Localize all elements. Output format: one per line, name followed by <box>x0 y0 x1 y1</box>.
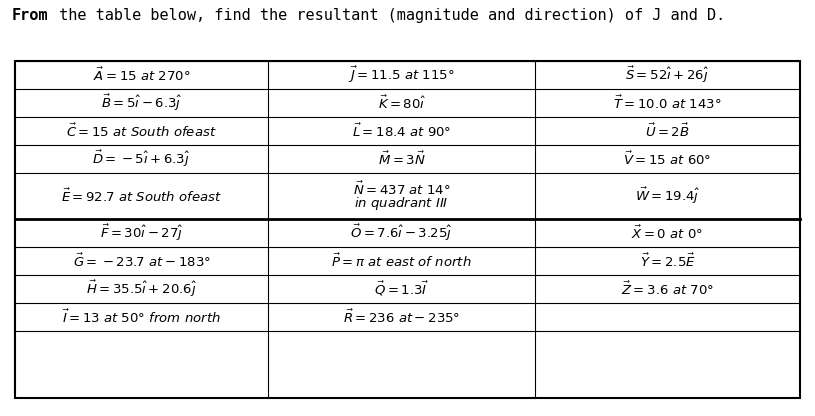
Text: $\vec{F} = 30\hat{\imath} - 27\hat{\jmath}$: $\vec{F} = 30\hat{\imath} - 27\hat{\jmat… <box>99 223 183 243</box>
Text: $\vec{E} = 92.7\ \mathit{at\ South\ of east}$: $\vec{E} = 92.7\ \mathit{at\ South\ of e… <box>61 187 222 205</box>
Text: $\vec{I} = 13\ \mathit{at}\ 50°\ \mathit{from\ north}$: $\vec{I} = 13\ \mathit{at}\ 50°\ \mathit… <box>62 308 221 326</box>
Text: $\mathit{in\ quadrant\ III}$: $\mathit{in\ quadrant\ III}$ <box>355 195 449 211</box>
Text: the table below, find the resultant (magnitude and direction) of J and D.: the table below, find the resultant (mag… <box>50 8 725 23</box>
Text: $\vec{Z} = 3.6\ \mathit{at}\ 70°$: $\vec{Z} = 3.6\ \mathit{at}\ 70°$ <box>621 280 714 298</box>
Text: $\vec{X} = 0\ \mathit{at}\ 0°$: $\vec{X} = 0\ \mathit{at}\ 0°$ <box>632 224 703 242</box>
Text: $\vec{Y} = 2.5\vec{E}$: $\vec{Y} = 2.5\vec{E}$ <box>640 253 695 270</box>
Text: $\vec{U} = 2\vec{B}$: $\vec{U} = 2\vec{B}$ <box>645 122 689 140</box>
Bar <box>15 61 800 398</box>
Text: $\vec{G} = -23.7\ \mathit{at} - 183°$: $\vec{G} = -23.7\ \mathit{at} - 183°$ <box>73 253 210 270</box>
Text: $\vec{L} = 18.4\ \mathit{at}\ 90°$: $\vec{L} = 18.4\ \mathit{at}\ 90°$ <box>352 122 452 140</box>
Text: $\vec{T} = 10.0\ \mathit{at}\ 143°$: $\vec{T} = 10.0\ \mathit{at}\ 143°$ <box>613 94 722 111</box>
Text: From: From <box>12 8 49 23</box>
Text: $\vec{B} = 5\hat{\imath} - 6.3\hat{\jmath}$: $\vec{B} = 5\hat{\imath} - 6.3\hat{\jmat… <box>101 93 182 113</box>
Text: $\vec{D} = -5\hat{\imath} + 6.3\hat{\jmath}$: $\vec{D} = -5\hat{\imath} + 6.3\hat{\jma… <box>92 149 191 169</box>
Text: $\vec{R} = 236\ \mathit{at} - 235°$: $\vec{R} = 236\ \mathit{at} - 235°$ <box>343 308 460 326</box>
Text: $\vec{K} = 80\hat{\imath}$: $\vec{K} = 80\hat{\imath}$ <box>377 94 425 111</box>
Text: $\vec{N} = 437\ \mathit{at}\ 14°$: $\vec{N} = 437\ \mathit{at}\ 14°$ <box>353 180 451 198</box>
Text: $\vec{Q} = 1.3\vec{I}$: $\vec{Q} = 1.3\vec{I}$ <box>374 280 430 298</box>
Text: $\vec{V} = 15\ \mathit{at}\ 60°$: $\vec{V} = 15\ \mathit{at}\ 60°$ <box>623 150 711 168</box>
Text: $\vec{C} = 15\ \mathit{at\ South\ of east}$: $\vec{C} = 15\ \mathit{at\ South\ of eas… <box>66 122 217 140</box>
Text: $\vec{O} = 7.6\hat{\imath} - 3.25\hat{\jmath}$: $\vec{O} = 7.6\hat{\imath} - 3.25\hat{\j… <box>350 223 453 243</box>
Text: $\vec{A} = 15\ \mathit{at}\ 270°$: $\vec{A} = 15\ \mathit{at}\ 270°$ <box>93 66 190 84</box>
Text: $\vec{S} = 52\hat{\imath} + 26\hat{\jmath}$: $\vec{S} = 52\hat{\imath} + 26\hat{\jmat… <box>625 65 710 85</box>
Text: $\vec{M} = 3\vec{N}$: $\vec{M} = 3\vec{N}$ <box>377 150 425 168</box>
Text: $\vec{P} = \pi\ \mathit{at\ east\ of\ north}$: $\vec{P} = \pi\ \mathit{at\ east\ of\ no… <box>331 253 472 270</box>
Text: $\vec{J} = 11.5\ \mathit{at}\ 115°$: $\vec{J} = 11.5\ \mathit{at}\ 115°$ <box>348 65 455 85</box>
Text: $\vec{W} = 19.4\hat{\jmath}$: $\vec{W} = 19.4\hat{\jmath}$ <box>635 186 700 206</box>
Text: $\vec{H} = 35.5\hat{\imath} + 20.6\hat{\jmath}$: $\vec{H} = 35.5\hat{\imath} + 20.6\hat{\… <box>86 279 197 299</box>
